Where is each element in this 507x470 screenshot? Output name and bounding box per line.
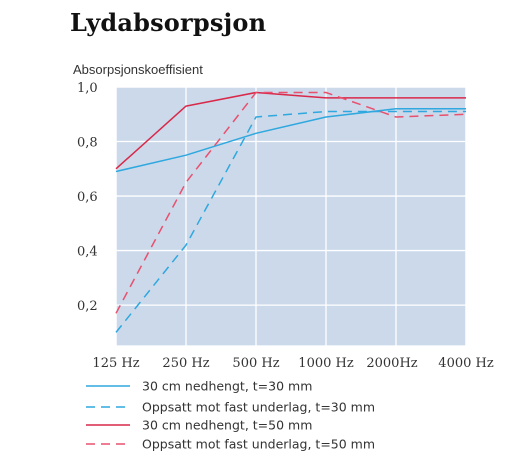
y-tick-label: 0,6 xyxy=(77,190,98,205)
legend-label: 30 cm nedhengt, t=50 mm xyxy=(142,418,312,433)
legend-label: Oppsatt mot fast underlag, t=50 mm xyxy=(142,437,375,452)
x-tick-label: 125 Hz xyxy=(92,356,139,371)
y-axis-label: Absorpsjonskoeffisient xyxy=(73,62,203,77)
legend-label: 30 cm nedhengt, t=30 mm xyxy=(142,379,312,394)
x-tick-label: 2000Hz xyxy=(366,356,417,371)
plot-area xyxy=(116,87,466,346)
y-tick-label: 0,4 xyxy=(77,245,98,260)
legend-label: Oppsatt mot fast underlag, t=30 mm xyxy=(142,400,375,415)
series-line xyxy=(115,91,466,170)
series-line xyxy=(115,91,467,314)
y-tick-label: 0,8 xyxy=(77,136,98,151)
y-tick-label: 1,0 xyxy=(77,81,98,96)
plot-frame xyxy=(115,86,467,347)
series-line xyxy=(115,110,466,333)
x-tick-label: 500 Hz xyxy=(232,356,279,371)
x-tick-label: 4000 Hz xyxy=(438,356,494,371)
chart-title: Lydabsorpsjon xyxy=(70,8,267,37)
x-tick-label: 1000 Hz xyxy=(298,356,354,371)
x-tick-label: 250 Hz xyxy=(162,356,209,371)
y-tick-label: 0,2 xyxy=(77,299,98,314)
series-line xyxy=(115,108,466,173)
